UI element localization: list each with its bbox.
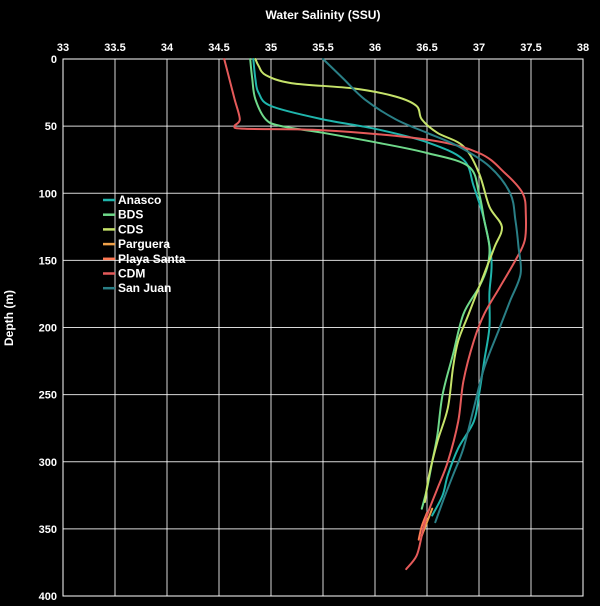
legend-label-parguera: Parguera [118,237,170,251]
legend-label-cdm: CDM [118,267,145,281]
series-lines [223,58,528,571]
x-tick-label: 34 [161,42,174,54]
x-tick-label: 37.5 [520,42,541,54]
series-line-cdm [223,58,528,571]
legend-label-anasco: Anasco [118,193,161,207]
legend-label-san-juan: San Juan [118,281,171,295]
x-tick-label: 33.5 [104,42,125,54]
tick-labels: 33 33.5 34 34.5 35 35.5 36 36.5 37 37.5 38 0 50 100 15… [39,42,589,603]
series-line-cds [254,58,503,503]
y-tick-label: 250 [39,390,57,402]
x-tick-label: 38 [577,42,589,54]
grid [62,58,584,597]
legend-label-cds: CDS [118,222,143,236]
y-tick-label: 300 [39,457,57,469]
legend-label-bds: BDS [118,208,143,222]
y-tick-label: 100 [39,188,57,200]
y-tick-label: 400 [39,591,57,603]
x-tick-label: 35.5 [312,42,333,54]
x-axis-title: Water Salinity (SSU) [266,8,381,22]
y-tick-label: 50 [45,121,57,133]
series-line-bds [249,58,491,510]
y-tick-label: 150 [39,255,57,267]
x-tick-label: 34.5 [208,42,229,54]
x-tick-label: 36.5 [416,42,437,54]
y-axis-title: Depth (m) [2,290,16,346]
y-tick-label: 200 [39,323,57,335]
y-tick-label: 0 [51,54,57,66]
x-tick-label: 36 [369,42,381,54]
y-tick-label: 350 [39,524,57,536]
x-tick-label: 35 [265,42,277,54]
series-line-playa-santa [417,511,428,541]
legend-label-playa-santa: Playa Santa [118,252,186,266]
x-tick-label: 33 [57,42,69,54]
x-tick-label: 37 [473,42,485,54]
series-line-san-juan [322,58,522,524]
